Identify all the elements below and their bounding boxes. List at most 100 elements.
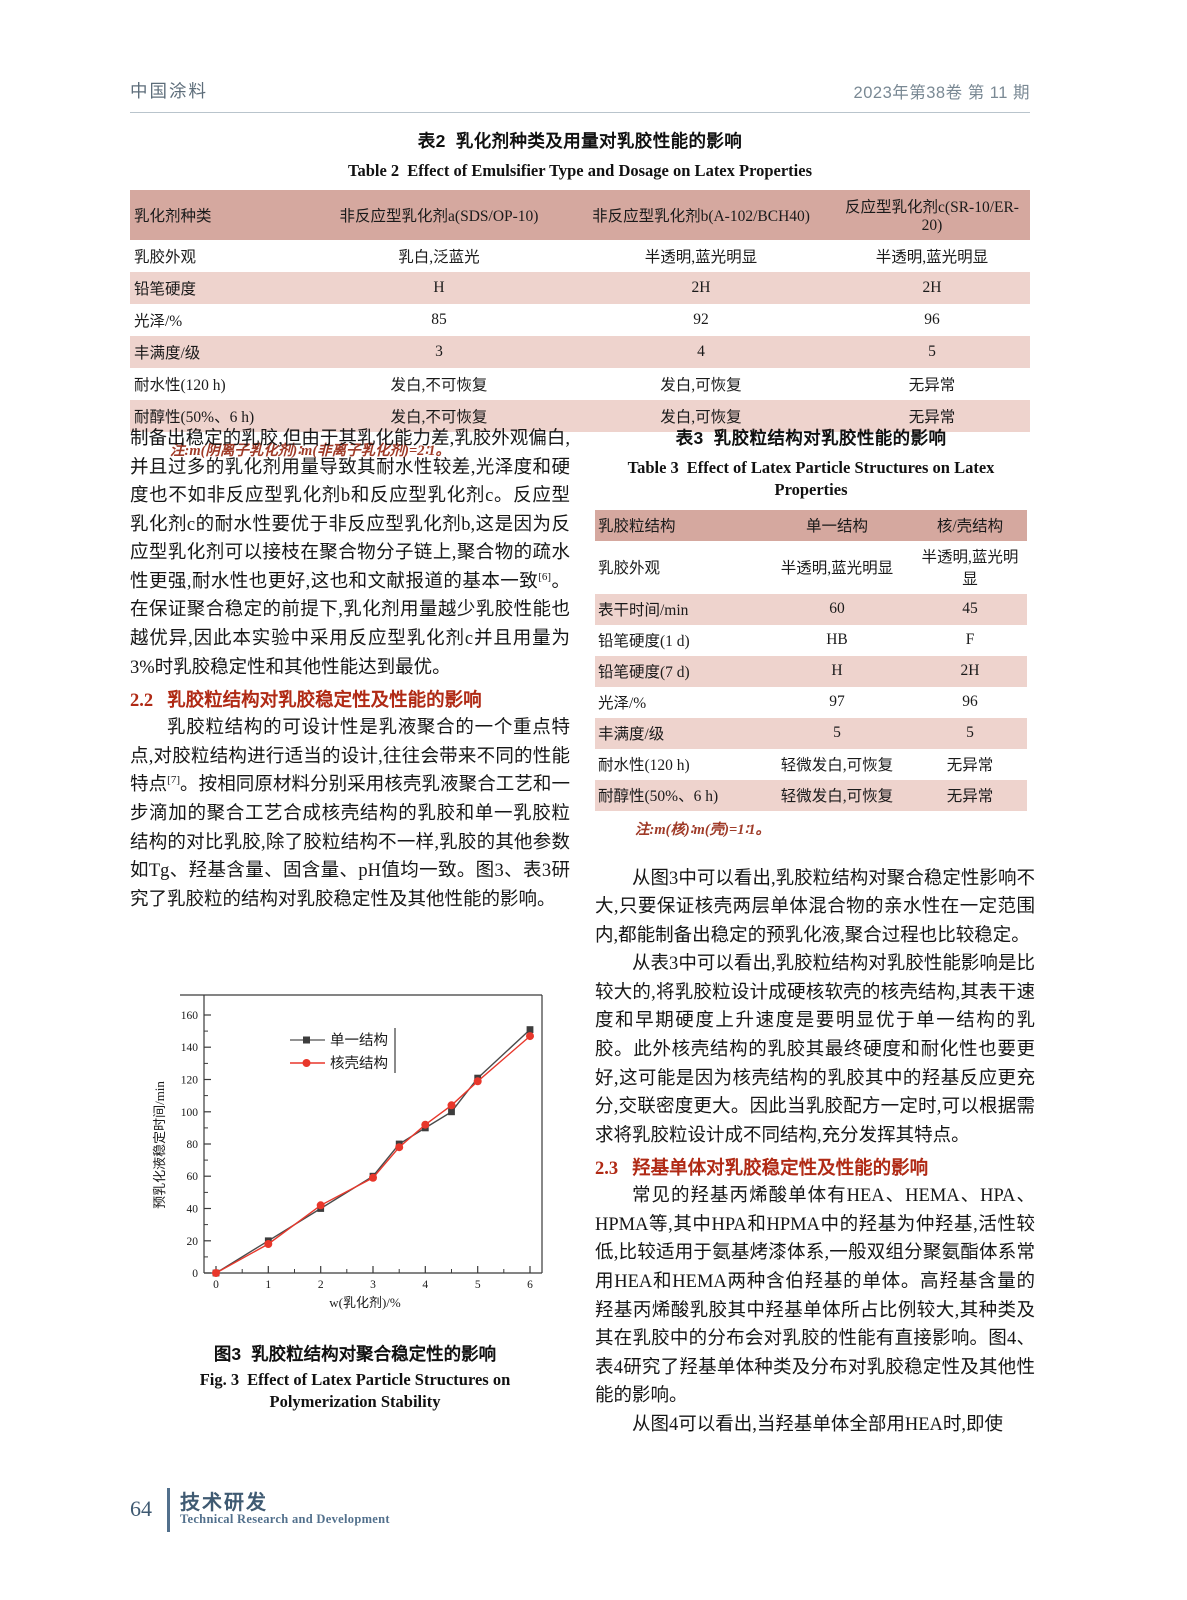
table3-cell: 轻微发白,可恢复 xyxy=(761,748,913,780)
table3-col-1: 单一结构 xyxy=(761,509,913,541)
svg-text:80: 80 xyxy=(187,1139,199,1151)
table2-block: 表2 乳化剂种类及用量对乳胶性能的影响 Table 2 Effect of Emul… xyxy=(130,128,1030,460)
table2-col-0: 乳化剂种类 xyxy=(130,190,310,241)
svg-text:160: 160 xyxy=(181,1010,199,1022)
table2-cell: 3 xyxy=(310,336,568,369)
table2-cell: 85 xyxy=(310,304,568,337)
svg-text:40: 40 xyxy=(187,1204,199,1216)
table2-title-en: Effect of Emulsifier Type and Dosage on … xyxy=(407,161,813,180)
table3-cell: 60 xyxy=(761,593,913,625)
table2-cell: 2H xyxy=(834,272,1030,305)
table2-row-label: 乳胶外观 xyxy=(130,240,310,273)
figure3-number-cn: 图3 xyxy=(213,1344,242,1364)
table3-row-label: 光泽/% xyxy=(595,686,761,718)
left-paragraph-1: 制备出稳定的乳胶,但由于其乳化能力差,乳胶外观偏白,并且过多的乳化剂用量导致其耐… xyxy=(130,425,570,682)
table3-number-en: Table 3 xyxy=(627,458,679,477)
table3-cell: 2H xyxy=(913,655,1027,687)
figure3-plot: 0 20 40 60 80 100 120 140 160 xyxy=(150,985,550,1315)
table-row: 丰满度/级 5 5 xyxy=(595,717,1027,749)
table-row: 铅笔硬度 H 2H 2H xyxy=(130,272,1030,305)
table3-row-label: 丰满度/级 xyxy=(595,717,761,749)
table2-number-en: Table 2 xyxy=(347,161,400,180)
table3-cell: 半透明,蓝光明显 xyxy=(761,540,913,594)
table3-caption-cn: 表3 乳胶粒结构对乳胶性能的影响 xyxy=(595,425,1027,450)
footer-divider xyxy=(167,1488,170,1532)
table3-row-label: 耐水性(120 h) xyxy=(595,748,761,780)
running-head: 中国涂料 2023年第38卷 第 11 期 xyxy=(130,78,1030,113)
table2-cell: 发白,可恢复 xyxy=(568,400,834,433)
svg-text:0: 0 xyxy=(213,1279,219,1291)
table3-cell: 97 xyxy=(761,686,913,718)
table2-cell: 92 xyxy=(568,304,834,337)
table-row: 铅笔硬度(1 d) HB F xyxy=(595,624,1027,656)
table-row: 光泽/% 97 96 xyxy=(595,686,1027,718)
chart-legend: 单一结构 核壳结构 xyxy=(290,1028,396,1073)
table2-row-label: 耐醇性(50%、6 h) xyxy=(130,400,310,433)
table2-cell: 无异常 xyxy=(834,400,1030,433)
table2-cell: H xyxy=(310,272,568,305)
right-paragraph-4: 从图4可以看出,当羟基单体全部用HEA时,即使 xyxy=(632,1414,1004,1435)
table2-caption-cn: 表2 乳化剂种类及用量对乳胶性能的影响 xyxy=(130,128,1030,153)
table3-cell: 无异常 xyxy=(913,779,1027,811)
table3-title-cn: 乳胶粒结构对乳胶性能的影响 xyxy=(713,428,947,448)
table3-cell: 5 xyxy=(761,717,913,749)
figure3-block: 0 20 40 60 80 100 120 140 160 xyxy=(150,985,560,1414)
svg-text:140: 140 xyxy=(181,1042,199,1054)
section-number: 2.2 xyxy=(130,691,154,712)
table3-block: 表3 乳胶粒结构对乳胶性能的影响 Table 3 Effect of Latex P… xyxy=(595,425,1027,839)
legend-label-single: 单一结构 xyxy=(330,1032,388,1049)
left-column: 制备出稳定的乳胶,但由于其乳化能力差,乳胶外观偏白,并且过多的乳化剂用量导致其耐… xyxy=(130,425,570,914)
table3-cell: 半透明,蓝光明显 xyxy=(913,540,1027,594)
table-row: 耐水性(120 h) 发白,不可恢复 发白,可恢复 无异常 xyxy=(130,368,1030,401)
table2-cell: 发白,不可恢复 xyxy=(310,400,568,433)
table2-cell: 半透明,蓝光明显 xyxy=(834,240,1030,273)
right-paragraph-2: 从表3中可以看出,乳胶粒结构对乳胶性能影响是比较大的,将乳胶粒设计成硬核软壳的核… xyxy=(595,954,1035,1146)
footer-section-en: Technical Research and Development xyxy=(180,1512,390,1526)
table2-cell: 96 xyxy=(834,304,1030,337)
table2-col-3: 反应型乳化剂c(SR-10/ER-20) xyxy=(834,190,1030,241)
svg-text:6: 6 xyxy=(527,1279,533,1291)
page-footer: 64 技术研发 Technical Research and Developme… xyxy=(130,1482,550,1542)
table-row: 乳胶外观 半透明,蓝光明显 半透明,蓝光明显 xyxy=(595,540,1027,594)
left-para1-text: 制备出稳定的乳胶,但由于其乳化能力差,乳胶外观偏白,并且过多的乳化剂用量导致其耐… xyxy=(130,429,570,592)
reference-7: [7] xyxy=(167,774,180,787)
section-heading-2-2: 2.2 乳胶粒结构对乳胶稳定性及性能的影响 xyxy=(130,686,570,712)
table2-cell: 乳白,泛蓝光 xyxy=(310,240,568,273)
section-heading-2-3: 2.3 羟基单体对乳胶稳定性及性能的影响 xyxy=(595,1154,1035,1180)
line-chart-svg: 0 20 40 60 80 100 120 140 160 xyxy=(152,994,543,1310)
table2-title-cn: 乳化剂种类及用量对乳胶性能的影响 xyxy=(455,131,743,151)
section-title: 乳胶粒结构对乳胶稳定性及性能的影响 xyxy=(167,689,482,711)
legend-label-coreshell: 核壳结构 xyxy=(330,1055,388,1072)
reference-6: [6] xyxy=(538,570,552,583)
table2-cell: 发白,可恢复 xyxy=(568,368,834,401)
table2: 乳化剂种类 非反应型乳化剂a(SDS/OP-10) 非反应型乳化剂b(A-102… xyxy=(130,190,1030,433)
svg-text:0: 0 xyxy=(192,1268,198,1280)
figure3-title-cn: 乳胶粒结构对聚合稳定性的影响 xyxy=(251,1344,497,1364)
svg-text:100: 100 xyxy=(181,1107,199,1119)
svg-text:3: 3 xyxy=(370,1279,376,1291)
table-row: 表干时间/min 60 45 xyxy=(595,593,1027,625)
figure3-caption-en: Fig. 3 Effect of Latex Particle Structure… xyxy=(150,1369,560,1414)
table3-row-label: 乳胶外观 xyxy=(595,540,761,594)
table3-cell: 轻微发白,可恢复 xyxy=(761,779,913,811)
figure3-title-en: Effect of Latex Particle Structures on P… xyxy=(247,1370,511,1412)
table3-caption-en: Table 3 Effect of Latex Particle Structur… xyxy=(595,457,1027,502)
table3-cell: 45 xyxy=(913,593,1027,625)
table2-cell: 发白,不可恢复 xyxy=(310,368,568,401)
issue-info: 2023年第38卷 第 11 期 xyxy=(853,84,1030,102)
table2-cell: 4 xyxy=(568,336,834,369)
figure3-caption-cn: 图3 乳胶粒结构对聚合稳定性的影响 xyxy=(150,1341,560,1366)
table-row: 耐醇性(50%、6 h) 发白,不可恢复 发白,可恢复 无异常 xyxy=(130,400,1030,433)
table3-cell: F xyxy=(913,624,1027,656)
svg-text:4: 4 xyxy=(422,1279,428,1291)
table2-row-label: 耐水性(120 h) xyxy=(130,368,310,401)
table2-row-label: 丰满度/级 xyxy=(130,336,310,369)
footer-section-cn: 技术研发 xyxy=(180,1492,268,1514)
svg-text:5: 5 xyxy=(475,1279,481,1291)
svg-text:2: 2 xyxy=(318,1279,324,1291)
x-axis-label: w(乳化剂)/% xyxy=(329,1295,401,1310)
table-row: 耐醇性(50%、6 h) 轻微发白,可恢复 无异常 xyxy=(595,779,1027,811)
left-para2-b: 。按相同原材料分别采用核壳乳液聚合工艺和一步滴加的聚合工艺合成核壳结构的乳胶和单… xyxy=(130,775,570,910)
left-para1-tail: 。在保证聚合稳定的前提下,乳化剂用量越少乳胶性能也越优异,因此本实验中采用反应型… xyxy=(130,571,570,678)
